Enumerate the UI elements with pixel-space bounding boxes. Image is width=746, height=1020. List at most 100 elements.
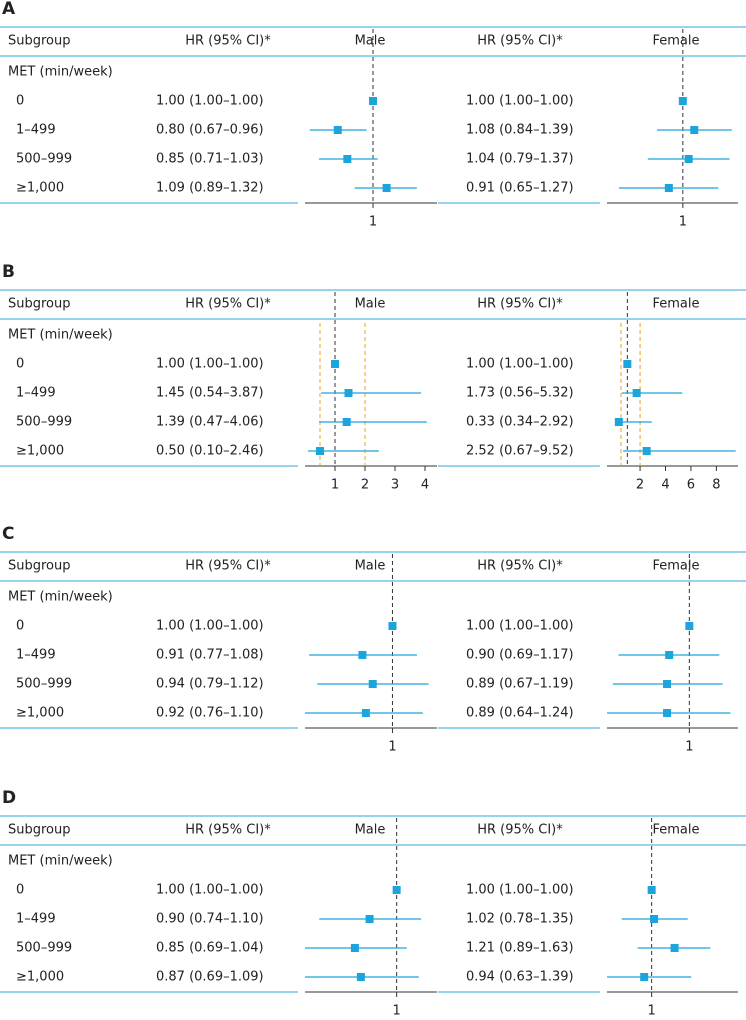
hr-point [632,389,641,397]
row-label: 0 [16,94,24,109]
plot-area [618,97,732,192]
x-tick-label: 6 [687,478,695,493]
hr-label: 1.00 (1.00–1.00) [156,357,264,372]
hr-point [614,418,623,426]
group-label: MET (min/week) [8,65,113,80]
hr-point [647,886,656,894]
plot-area [607,886,711,981]
x-tick-label: 2 [636,478,644,493]
hr-point [368,97,377,105]
panel-label: A [2,0,16,19]
hr-label: 0.94 (0.79–1.12) [156,677,264,692]
row-label: ≥1,000 [16,970,64,985]
hr-point [350,944,359,952]
hr-label: 0.92 (0.76–1.10) [156,706,264,721]
hr-point [365,915,374,923]
x-tick-label: 1 [369,215,377,230]
column-header: HR (95% CI)* [185,297,271,312]
hr-label: 1.00 (1.00–1.00) [156,94,264,109]
hr-point [684,155,693,163]
x-tick-label: 1 [685,740,693,755]
hr-label: 0.90 (0.74–1.10) [156,912,264,927]
row-label: 500–999 [16,415,72,430]
hr-label: 1.09 (0.89–1.32) [156,181,264,196]
hr-point [690,126,699,134]
hr-label: 0.87 (0.69–1.09) [156,970,264,985]
column-header: Subgroup [8,34,71,49]
x-tick-label: 1 [388,740,396,755]
hr-label: 2.52 (0.67–9.52) [466,444,574,459]
row-label: 1–499 [16,912,56,927]
hr-label: 0.33 (0.34–2.92) [466,415,574,430]
hr-point [670,944,679,952]
hr-point [623,360,632,368]
row-label: 500–999 [16,677,72,692]
column-header: Subgroup [8,559,71,574]
column-header: HR (95% CI)* [477,34,563,49]
group-label: MET (min/week) [8,590,113,605]
hr-point [664,184,673,192]
row-label: 1–499 [16,123,56,138]
row-label: 500–999 [16,941,72,956]
column-header: Male [355,823,386,838]
hr-label: 1.39 (0.47–4.06) [156,415,264,430]
hr-label: 0.89 (0.67–1.19) [466,677,574,692]
hr-label: 0.90 (0.69–1.17) [466,648,574,663]
hr-label: 0.91 (0.65–1.27) [466,181,574,196]
column-header: HR (95% CI)* [185,34,271,49]
hr-label: 1.00 (1.00–1.00) [156,619,264,634]
column-header: Male [355,34,386,49]
column-header: Subgroup [8,297,71,312]
hr-point [342,418,351,426]
hr-label: 1.21 (0.89–1.63) [466,941,574,956]
hr-point [382,184,391,192]
hr-label: 1.08 (0.84–1.39) [466,123,574,138]
column-header: HR (95% CI)* [185,823,271,838]
column-header: HR (95% CI)* [477,823,563,838]
hr-point [685,622,694,630]
column-header: HR (95% CI)* [185,559,271,574]
hr-label: 0.50 (0.10–2.46) [156,444,264,459]
row-label: 0 [16,357,24,372]
plot-area [614,360,736,455]
hr-point [356,973,365,981]
hr-label: 1.00 (1.00–1.00) [466,94,574,109]
x-tick-label: 1 [393,1004,401,1019]
column-header: Male [355,559,386,574]
plot-area [309,97,417,192]
column-header: HR (95% CI)* [477,297,563,312]
hr-point [388,622,397,630]
hr-label: 1.45 (0.54–3.87) [156,386,264,401]
hr-point [640,973,649,981]
hr-point [358,651,367,659]
x-tick-label: 2 [361,478,369,493]
column-header: Female [652,823,699,838]
hr-point [663,680,672,688]
hr-label: 0.85 (0.71–1.03) [156,152,264,167]
panel-label: C [2,524,14,544]
hr-point [663,709,672,717]
hr-label: 1.73 (0.56–5.32) [466,386,574,401]
plot-area [305,622,429,717]
x-tick-label: 1 [648,1004,656,1019]
column-header: Female [652,559,699,574]
row-label: 0 [16,619,24,634]
x-tick-label: 4 [421,478,429,493]
column-header: Subgroup [8,823,71,838]
hr-point [392,886,401,894]
group-label: MET (min/week) [8,328,113,343]
hr-label: 0.89 (0.64–1.24) [466,706,574,721]
hr-point [331,360,339,368]
hr-label: 0.80 (0.67–0.96) [156,123,264,138]
hr-point [344,389,353,397]
plot-area [305,886,422,981]
hr-label: 0.85 (0.69–1.04) [156,941,264,956]
row-label: 1–499 [16,386,56,401]
plot-area [308,360,427,455]
x-tick-label: 4 [661,478,669,493]
hr-point [650,915,659,923]
row-label: ≥1,000 [16,181,64,196]
hr-label: 1.00 (1.00–1.00) [466,619,574,634]
column-header: HR (95% CI)* [477,559,563,574]
